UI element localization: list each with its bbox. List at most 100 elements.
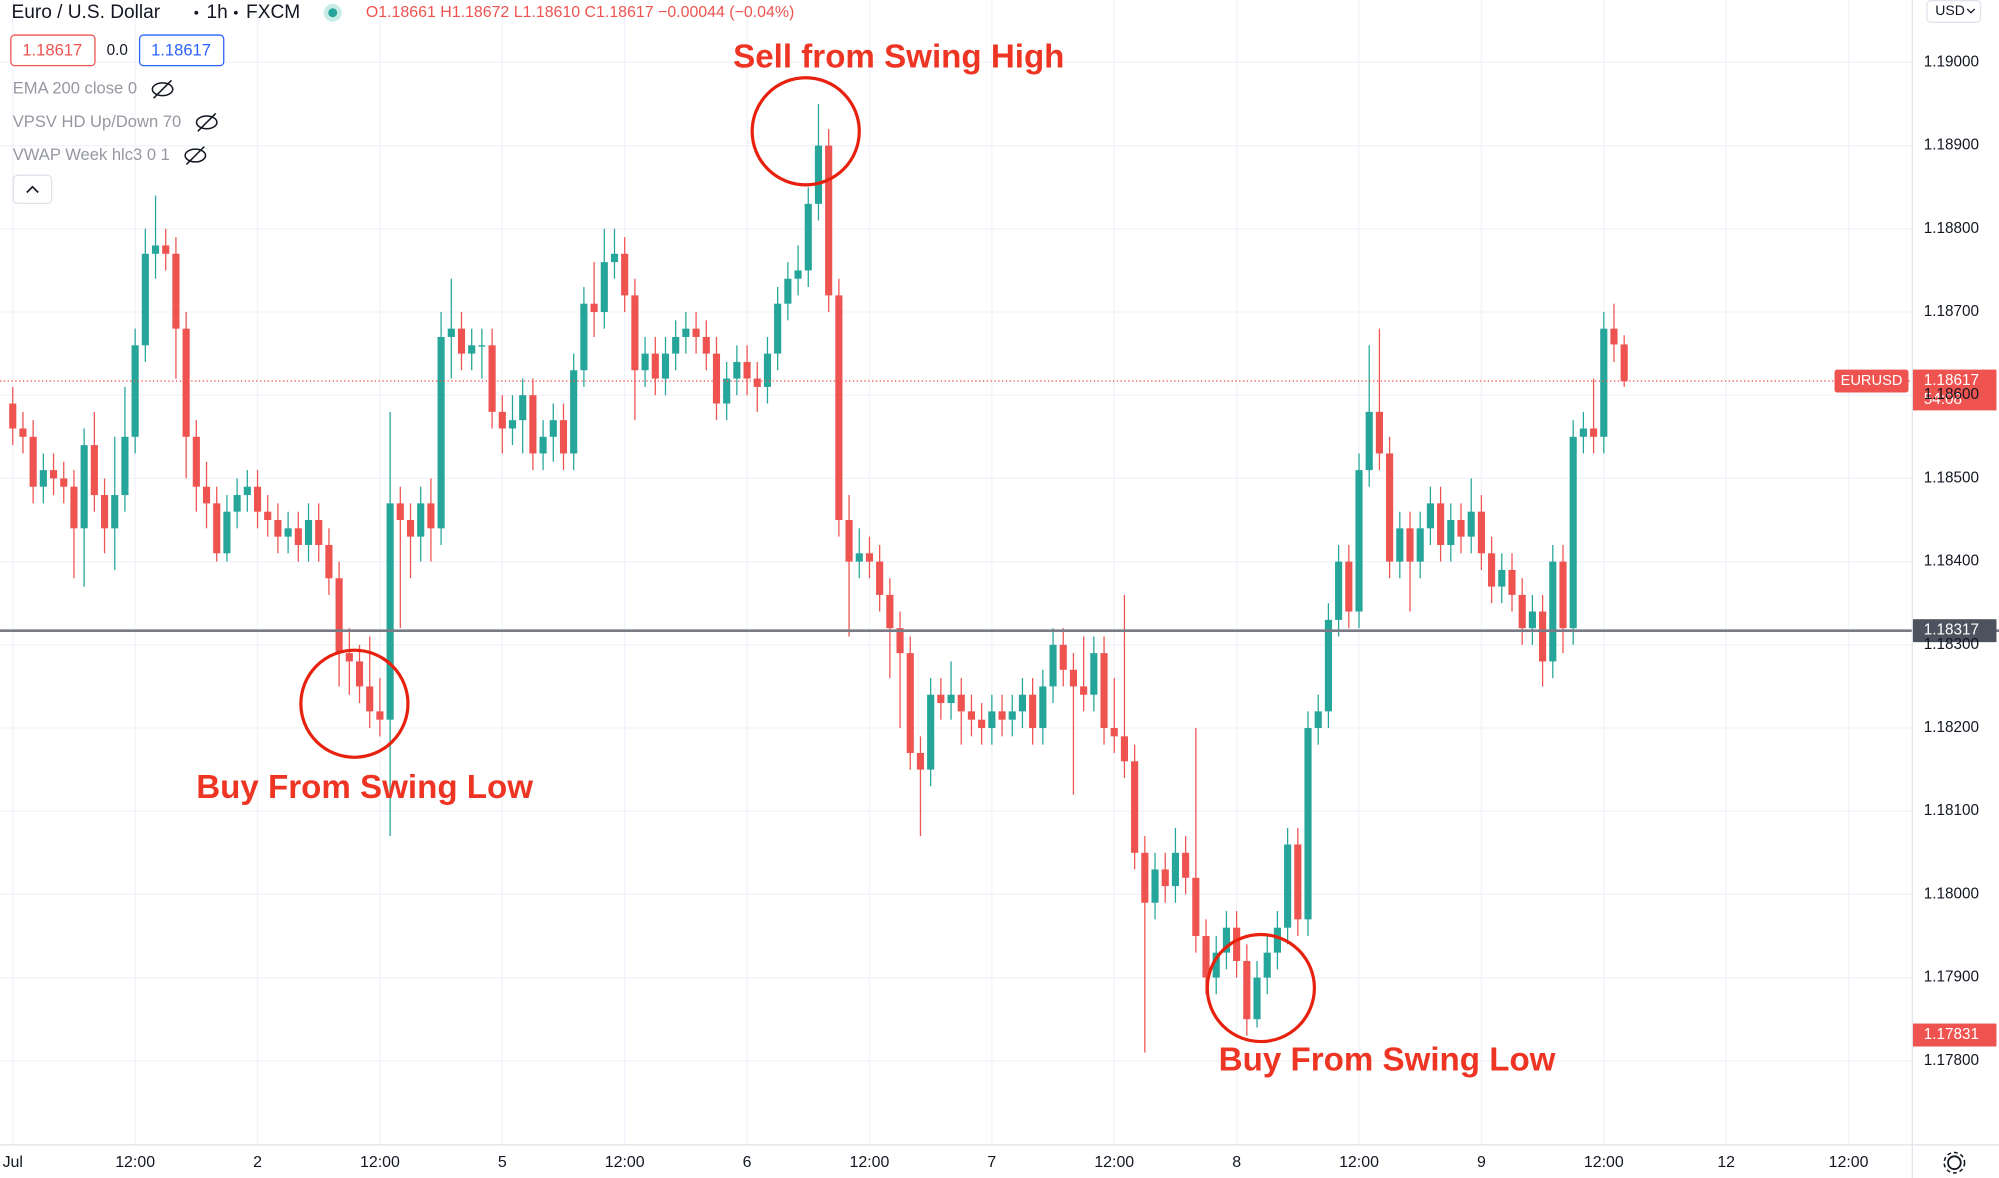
candle-body — [1080, 686, 1088, 695]
candle-body — [29, 436, 37, 487]
indicator-list: EMA 200 close 0 VPSV HD Up/Down 70 VWAP We… — [13, 79, 218, 166]
candle-body — [1518, 594, 1526, 629]
hidden-icon[interactable] — [195, 115, 218, 130]
currency: USD — [1935, 2, 1965, 18]
ask-box[interactable] — [138, 34, 225, 67]
candle-body — [1222, 927, 1230, 953]
candle-body — [835, 295, 843, 521]
collapse-button[interactable] — [12, 174, 53, 204]
candle-body — [692, 328, 700, 337]
settings-button[interactable] — [1943, 1151, 1966, 1174]
interval: 1h — [207, 2, 228, 23]
candle-body — [1100, 653, 1108, 729]
candle-body — [661, 353, 670, 379]
x-tick-label: Jul — [3, 1154, 23, 1171]
indicator: EMA 200 close 0 — [13, 79, 137, 98]
candle-body — [213, 503, 221, 554]
candle-body — [131, 345, 139, 437]
candle-body — [590, 303, 598, 313]
candle-body — [19, 428, 27, 437]
candle-body — [1090, 653, 1098, 695]
candle-body — [274, 520, 282, 537]
candle-body — [998, 711, 1006, 720]
symbol-title: Euro / U.S. Dollar — [11, 2, 160, 23]
bid-box[interactable] — [10, 34, 96, 67]
candle-body — [1029, 694, 1037, 729]
candle-body — [1447, 520, 1455, 545]
settings-icon — [1947, 1155, 1962, 1170]
candle-body — [896, 628, 904, 654]
candle-body — [80, 445, 88, 529]
x-tick-label: 2 — [253, 1154, 262, 1171]
candle-body — [1508, 569, 1516, 595]
candle-body — [315, 520, 323, 545]
candle-body — [570, 370, 578, 454]
candle-body — [600, 262, 608, 313]
candle-body — [111, 495, 119, 529]
x-tick-label: 12:00 — [1339, 1154, 1379, 1171]
y-tick-label: 1.18700 — [1924, 303, 1979, 320]
candle-body — [712, 353, 721, 404]
hidden-icon[interactable] — [151, 82, 174, 97]
y-tick-label: 1.18800 — [1924, 220, 1979, 237]
annotation: Buy From Swing Low — [196, 769, 533, 806]
candle-body — [427, 503, 435, 529]
candle-body — [284, 528, 292, 537]
candle-body — [1314, 711, 1322, 729]
candle-body — [529, 395, 537, 454]
candle-body — [1059, 644, 1067, 670]
ohlc-legend: O1.18661 H1.18672 L1.18610 C1.18617 −0.0… — [366, 4, 794, 21]
candle-body — [162, 245, 170, 254]
candle-body — [804, 203, 812, 271]
candle-body — [233, 495, 241, 512]
candle-body — [825, 145, 833, 296]
annotation-circle — [1205, 932, 1316, 1044]
candle-body — [406, 520, 415, 537]
candle-body — [855, 553, 863, 562]
candle-body — [100, 495, 109, 529]
candle-body — [723, 378, 731, 404]
hidden-icon[interactable] — [184, 148, 207, 163]
candle-body — [763, 353, 772, 387]
candle-body — [519, 395, 527, 421]
y-tick-label: 1.18000 — [1924, 885, 1979, 902]
y-tick-label: 1.18400 — [1924, 553, 1979, 570]
separator — [233, 10, 238, 15]
symbol-box — [1834, 369, 1909, 393]
annotation-circle — [750, 76, 861, 187]
currency-button[interactable] — [1926, 0, 1982, 23]
candle-body — [845, 520, 853, 562]
candle-body — [60, 478, 68, 487]
overlays: 1.18317 1.18617 54:08 EURUSD 1.17831 — [0, 369, 1999, 1047]
candle-body — [304, 520, 313, 545]
candle-body — [1284, 844, 1292, 928]
candle-body — [192, 436, 200, 487]
candle-body — [1437, 503, 1445, 545]
candle-body — [325, 544, 333, 579]
candle-body — [1620, 344, 1628, 382]
candle-body — [1171, 852, 1180, 887]
candle-body — [967, 711, 976, 720]
candle-body — [1375, 411, 1383, 454]
x-tick-label: 7 — [987, 1154, 996, 1171]
x-tick-label: 12:00 — [850, 1154, 890, 1171]
candle-body — [141, 253, 149, 346]
candle-body — [539, 436, 547, 454]
candle-body — [355, 661, 364, 687]
candle-body — [978, 719, 986, 729]
candle-body — [1069, 669, 1078, 687]
candle-body — [1467, 511, 1475, 537]
x-tick-label: 12:00 — [115, 1154, 155, 1171]
candle-body — [202, 486, 211, 504]
spread: 0.0 — [107, 42, 128, 59]
level-label-box — [1912, 619, 1997, 643]
candle-body — [417, 503, 425, 537]
candle-body — [70, 486, 78, 529]
x-tick-label: 6 — [743, 1154, 752, 1171]
candle-body — [906, 653, 914, 753]
currency-caret — [1966, 8, 1976, 14]
ask: 1.18617 — [151, 40, 211, 59]
candle-body — [1355, 470, 1363, 612]
candle-body — [345, 653, 353, 662]
